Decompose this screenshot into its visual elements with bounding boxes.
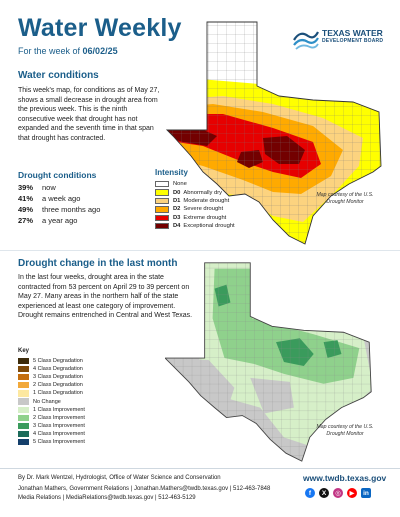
x-icon[interactable]: X — [319, 488, 329, 498]
key-item: 4 Class Improvement — [18, 430, 85, 438]
intensity-legend: Intensity None D0 Abnormally dry D1 Modera… — [155, 168, 235, 230]
drought-change-map — [165, 262, 372, 462]
map-courtesy-1: Map courtesy of the U.S. Drought Monitor — [316, 192, 374, 205]
key-item: 3 Class Improvement — [18, 422, 85, 430]
conditions-body: This week's map, for conditions as of Ma… — [18, 87, 160, 142]
twdb-logo: TEXAS WATER DEVELOPMENT BOARD — [292, 26, 388, 52]
week-prefix: For the week of — [18, 46, 81, 56]
logo-text-main: TEXAS WATER — [322, 28, 383, 38]
stat-three-months: 49% three months ago — [18, 205, 101, 214]
key-item: 4 Class Degradation — [18, 365, 85, 373]
legend-d0: D0 Abnormally dry — [155, 188, 235, 196]
website-link[interactable]: www.twdb.texas.gov — [303, 473, 387, 483]
contact-line-1[interactable]: Jonathan Mathers, Government Relations |… — [18, 486, 271, 492]
key-item: 2 Class Improvement — [18, 414, 85, 422]
key-heading: Key — [18, 348, 30, 354]
linkedin-icon[interactable]: in — [361, 488, 371, 498]
map-courtesy-2: Map courtesy of the U.S. Drought Monitor — [316, 424, 374, 437]
conditions-heading: Water conditions — [18, 70, 99, 81]
key-item: 5 Class Degradation — [18, 357, 85, 365]
change-heading: Drought change in the last month — [18, 258, 178, 269]
stat-year-ago: 27% a year ago — [18, 216, 78, 225]
legend-d3: D3 Extreme drought — [155, 214, 235, 222]
legend-d2: D2 Severe drought — [155, 205, 235, 213]
logo-mark-icon — [293, 31, 319, 50]
footer-divider — [0, 468, 400, 469]
facebook-icon[interactable]: f — [305, 488, 315, 498]
stat-now: 39% now — [18, 183, 56, 192]
youtube-icon[interactable]: ▶ — [347, 488, 357, 498]
key-item: 3 Class Degradation — [18, 373, 85, 381]
social-links: f X ◎ ▶ in — [305, 488, 371, 498]
week-date: 06/02/25 — [82, 46, 118, 56]
instagram-icon[interactable]: ◎ — [333, 488, 343, 498]
legend-d1: D1 Moderate drought — [155, 197, 235, 205]
legend-d4: D4 Exceptional drought — [155, 222, 235, 230]
key-item: 1 Class Improvement — [18, 406, 85, 414]
change-body: In the last four weeks, drought area in … — [18, 274, 193, 320]
week-line: For the week of 06/02/25 — [18, 46, 118, 56]
key-item: 2 Class Degradation — [18, 381, 85, 389]
section-divider — [0, 250, 400, 251]
page-title: Water Weekly — [18, 14, 182, 42]
legend-none: None — [155, 180, 235, 188]
key-item: 1 Class Degradation — [18, 389, 85, 397]
intensity-heading: Intensity — [155, 168, 188, 177]
key-item: 5 Class Improvement — [18, 438, 85, 446]
key-item: No Change — [18, 397, 85, 405]
change-key-legend: Key 5 Class Degradation 4 Class Degradat… — [18, 348, 85, 446]
stat-week-ago: 41% a week ago — [18, 194, 81, 203]
contact-line-2[interactable]: Media Relations | MediaRelations@twdb.te… — [18, 495, 196, 501]
author-line: By Dr. Mark Wentzel, Hydrologist, Office… — [18, 475, 221, 481]
drought-conditions-heading: Drought conditions — [18, 170, 97, 180]
logo-text-sub: DEVELOPMENT BOARD — [322, 38, 384, 44]
drought-monitor-map — [165, 21, 382, 245]
